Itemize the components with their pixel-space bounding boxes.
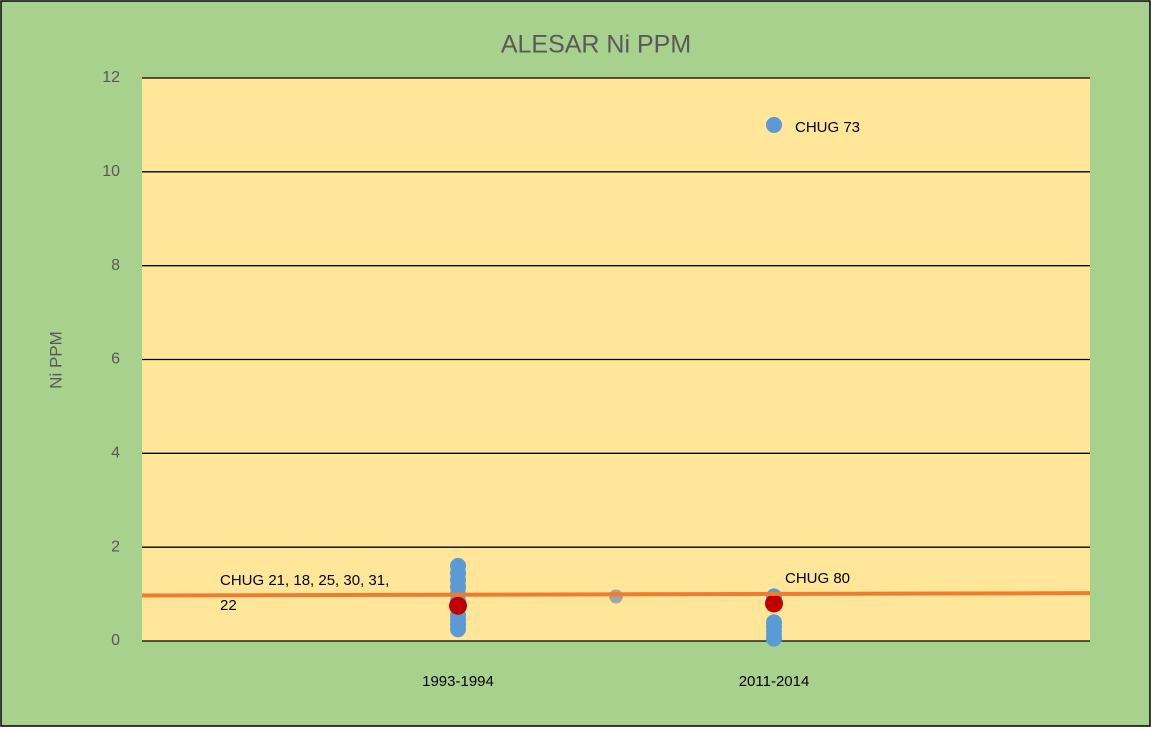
data-point — [609, 589, 623, 604]
y-tick-label: 12 — [102, 69, 120, 86]
data-point — [766, 630, 782, 647]
data-point — [450, 621, 466, 638]
y-axis-label: Ni PPM — [46, 331, 65, 389]
data-point — [449, 596, 467, 615]
chart-title: ALESAR Ni PPM — [501, 31, 691, 59]
annotation: CHUG 80 — [785, 570, 850, 587]
annotation: CHUG 73 — [795, 119, 860, 136]
x-tick-label: 1993-1994 — [422, 673, 494, 690]
y-tick-label: 2 — [111, 538, 120, 555]
y-tick-label: 4 — [111, 445, 120, 462]
data-point — [766, 116, 782, 133]
annotation: 22 — [220, 597, 237, 614]
y-tick-label: 6 — [111, 351, 120, 368]
x-tick-label: 2011-2014 — [739, 673, 810, 690]
trend-line — [141, 591, 1091, 598]
y-tick-label: 8 — [111, 257, 120, 274]
y-tick-label: 0 — [111, 632, 120, 649]
annotation: CHUG 21, 18, 25, 30, 31, — [220, 572, 389, 589]
y-tick-label: 10 — [102, 163, 120, 180]
data-point — [765, 594, 783, 613]
